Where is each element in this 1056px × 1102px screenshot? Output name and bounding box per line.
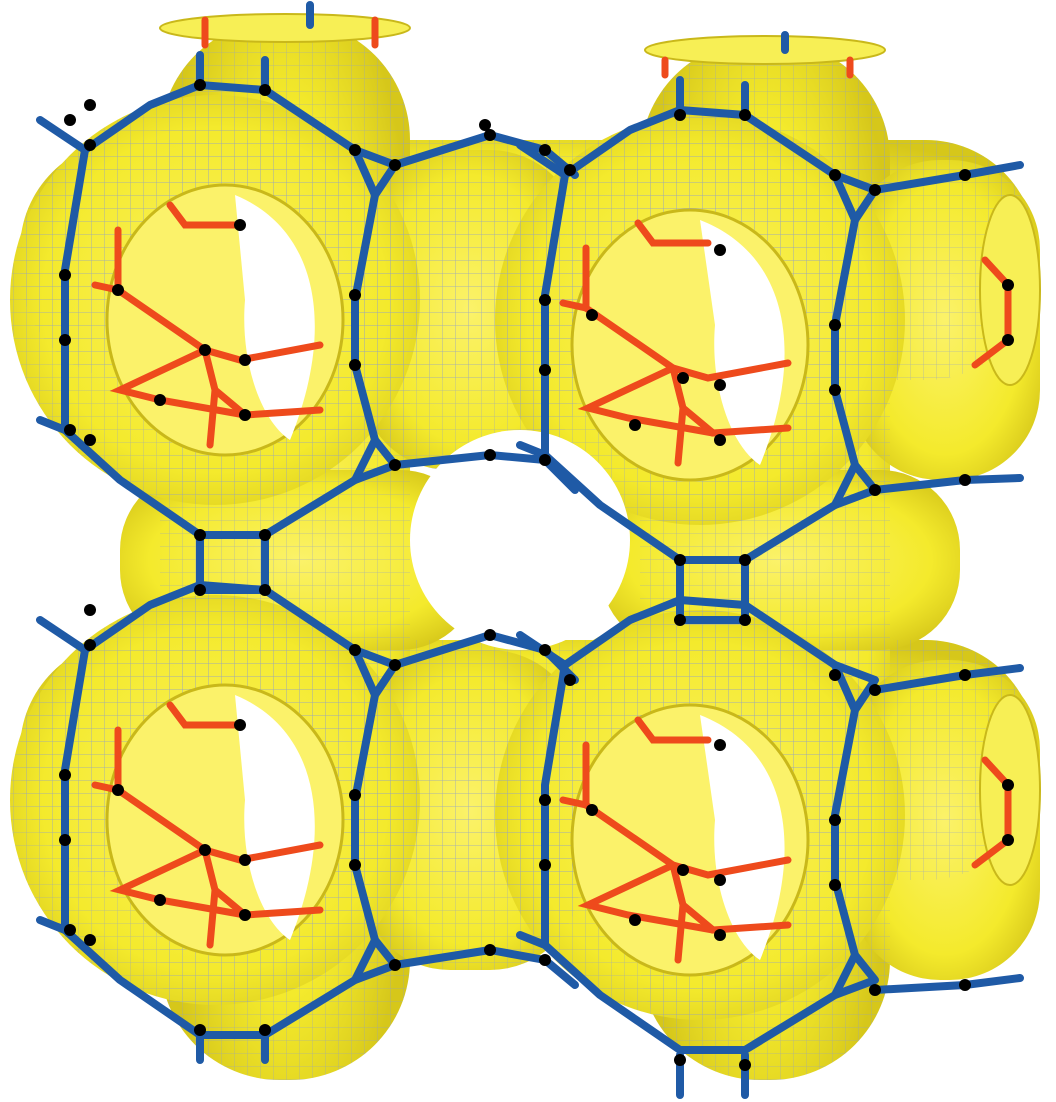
network-nodes: [59, 79, 1014, 1071]
cell-openings: [105, 183, 810, 977]
inner-red-network: [91, 16, 1012, 960]
